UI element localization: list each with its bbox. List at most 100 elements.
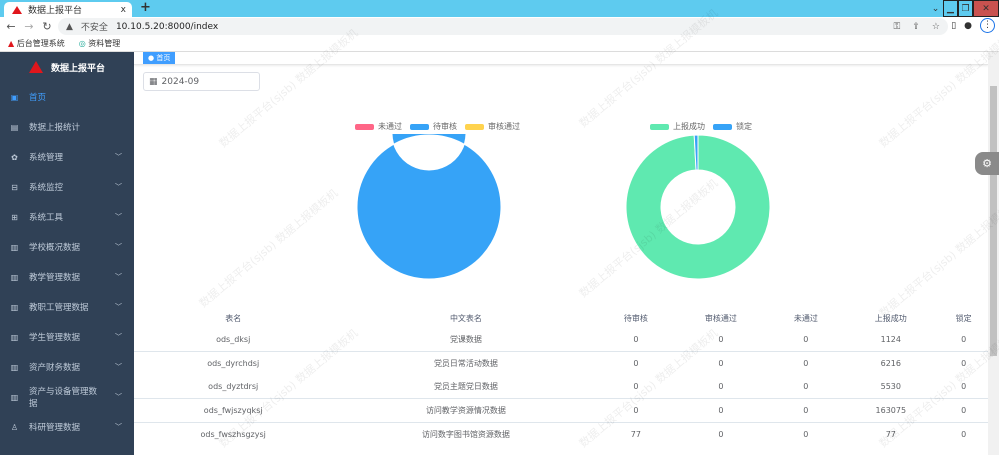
browser-tab[interactable]: 数据上报平台 x <box>4 2 132 17</box>
sidebar-item[interactable]: ⊟ 系统监控 ﹀ <box>0 172 134 202</box>
scrollbar[interactable] <box>988 52 999 455</box>
legend-item[interactable]: 上报成功 <box>650 121 705 132</box>
legend-swatch <box>410 123 429 130</box>
sidebar-item[interactable]: ▥ 资产财务数据 ﹀ <box>0 352 134 382</box>
column-header: 表名 <box>225 313 242 323</box>
sidebar-item[interactable]: ▥ 学生管理数据 ﹀ <box>0 322 134 352</box>
legend-swatch <box>355 123 374 130</box>
table-cell: ods_dyrchdsj <box>207 359 260 369</box>
legend-item[interactable]: 待审核 <box>410 121 457 132</box>
forward-icon[interactable]: → <box>24 20 34 33</box>
favicon-icon <box>12 5 22 14</box>
sidebar-item-label: 系统工具 <box>29 213 64 223</box>
sidebar-item-label: 资产与设备管理数据 <box>28 387 97 409</box>
legend-item[interactable]: 审核通过 <box>465 121 520 132</box>
tab-search-icon[interactable]: ⌄ <box>931 3 940 14</box>
chevron-down-icon: ﹀ <box>115 243 122 251</box>
column-header: 审核通过 <box>704 313 737 323</box>
tag-home[interactable]: ● 首页 <box>143 52 176 64</box>
menu-icon[interactable]: ⋮ <box>980 18 995 33</box>
sidebar-item[interactable]: ▥ 资产与设备管理数据 ﹀ <box>0 382 134 412</box>
table-cell: 0 <box>718 359 724 369</box>
sidebar-item[interactable]: ▥ 教学管理数据 ﹀ <box>0 262 134 292</box>
donut-slice[interactable] <box>625 134 771 280</box>
legend-item[interactable]: 锁定 <box>713 121 752 132</box>
chart-icon: ▥ <box>10 242 19 252</box>
back-icon[interactable]: ← <box>6 20 16 33</box>
flask-icon: ♙ <box>10 422 19 432</box>
donut-slice[interactable] <box>356 134 502 280</box>
sidebar-item-label: 系统监控 <box>29 183 64 193</box>
review-status-donut <box>356 134 502 280</box>
table-row: ods_dyztdrsj 党员主题党日数据 0 0 0 5530 0 <box>134 375 988 400</box>
browser-tab-bar: 数据上报平台 x + ⌄ ▁ ❐ ✕ <box>0 0 999 17</box>
table-cell: 0 <box>961 429 967 439</box>
table-cell: 0 <box>769 398 843 423</box>
table-cell: 0 <box>672 398 770 423</box>
column-header: 中文表名 <box>449 313 482 323</box>
legend-swatch <box>713 123 732 130</box>
table-cell: 访问数字图书馆资源数据 <box>421 429 510 439</box>
new-tab-button[interactable]: + <box>140 0 151 15</box>
sidebar-item[interactable]: ⊞ 系统工具 ﹀ <box>0 202 134 232</box>
chevron-down-icon: ﹀ <box>115 423 122 431</box>
table-cell: 0 <box>672 375 770 400</box>
close-window-icon[interactable]: ✕ <box>973 0 999 17</box>
star-icon[interactable]: ☆ <box>931 21 940 32</box>
scrollbar-thumb[interactable] <box>990 86 997 356</box>
sidebar-item[interactable]: ▣ 首页 <box>0 82 134 112</box>
chevron-down-icon: ﹀ <box>115 183 122 191</box>
tab-close-icon[interactable]: x <box>120 4 126 15</box>
sidebar-item[interactable]: ▤ 数据上报统计 <box>0 112 134 142</box>
bookmark-favicon-icon: ▲ <box>8 39 15 48</box>
sidebar-item-label: 学生管理数据 <box>29 333 81 343</box>
share-icon[interactable]: ⇪ <box>912 21 920 32</box>
table-cell: 0 <box>939 375 988 400</box>
sidebar-item[interactable]: ✿ 系统管理 ﹀ <box>0 142 134 172</box>
restore-icon[interactable]: ❐ <box>958 0 973 17</box>
chevron-down-icon: ﹀ <box>115 303 122 311</box>
table-cell: ods_dksj <box>134 328 333 353</box>
sidebar-item[interactable]: ▥ 学校概况数据 ﹀ <box>0 232 134 262</box>
sidebar-item-label: 学校概况数据 <box>29 243 81 253</box>
sidebar-item[interactable]: ♙ 科研管理数据 ﹀ <box>0 412 134 442</box>
profile-icon[interactable]: ● <box>964 20 972 31</box>
table-cell: ods_fwjszyqksj <box>134 398 333 423</box>
url-text: 10.10.5.20:8000/index <box>115 21 219 32</box>
bookmark-item[interactable]: ▲ 后台管理系统 <box>8 39 65 48</box>
url-input[interactable]: ▲ 不安全 10.10.5.20:8000/index ⚿ ⇪ ☆ <box>58 18 948 35</box>
donut-slice[interactable] <box>693 134 699 171</box>
column-header: 待审核 <box>623 313 648 323</box>
calendar-icon: ▦ <box>149 76 158 87</box>
key-icon[interactable]: ⚿ <box>893 21 901 32</box>
legend-item[interactable]: 未通过 <box>355 121 402 132</box>
table-cell: 1124 <box>842 328 940 353</box>
minimize-icon[interactable]: ▁ <box>943 0 958 17</box>
reload-icon[interactable]: ↻ <box>42 20 52 33</box>
month-picker[interactable]: ▦ 2024-09 <box>143 72 260 91</box>
bookmark-item[interactable]: ◎ 资料管理 <box>78 39 121 48</box>
table-cell: 0 <box>961 359 967 369</box>
warning-icon: ▲ <box>66 21 73 32</box>
table-icon: ▤ <box>10 122 19 132</box>
sidepanel-icon[interactable]: ▯ <box>951 20 957 31</box>
table-cell: 77 <box>630 429 641 439</box>
sidebar-item[interactable]: ▥ 教职工管理数据 ﹀ <box>0 292 134 322</box>
address-bar-row: ← → ↻ ▲ 不安全 10.10.5.20:8000/index ⚿ ⇪ ☆ ▯ ●… <box>0 17 999 36</box>
table-cell: 0 <box>599 328 673 353</box>
sidebar: 数据上报平台 ▣ 首页 ▤ 数据上报统计 ✿ 系统管理 ﹀ ⊟ 系统监控 ﹀ ⊞ 系统工具 ﹀ ▥ 学校概况… <box>0 52 134 455</box>
table-row: ods_fwjszyqksj 访问教学资源情况数据 0 0 0 163075 0 <box>134 398 988 423</box>
logo-icon <box>28 61 43 73</box>
sidebar-item-label: 教学管理数据 <box>29 273 81 283</box>
main-content: ● 首页 ▦ 2024-09 未通过 待审核 审核通过 上报成功 锁定 表名 中文表名 待审… <box>134 52 988 455</box>
legend-label: 未通过 <box>378 122 402 131</box>
table-cell: ods_dyztdrsj <box>134 375 333 400</box>
table-cell: 0 <box>633 359 639 369</box>
table-cell: 0 <box>599 375 673 400</box>
security-label: 不安全 <box>80 23 108 33</box>
chart-icon: ▥ <box>10 302 19 312</box>
legend-label: 锁定 <box>736 122 752 131</box>
settings-gear-button[interactable]: ⚙ <box>975 152 999 175</box>
app-logo[interactable]: 数据上报平台 <box>0 52 134 82</box>
table-cell: 访问教学资源情况数据 <box>332 398 600 423</box>
